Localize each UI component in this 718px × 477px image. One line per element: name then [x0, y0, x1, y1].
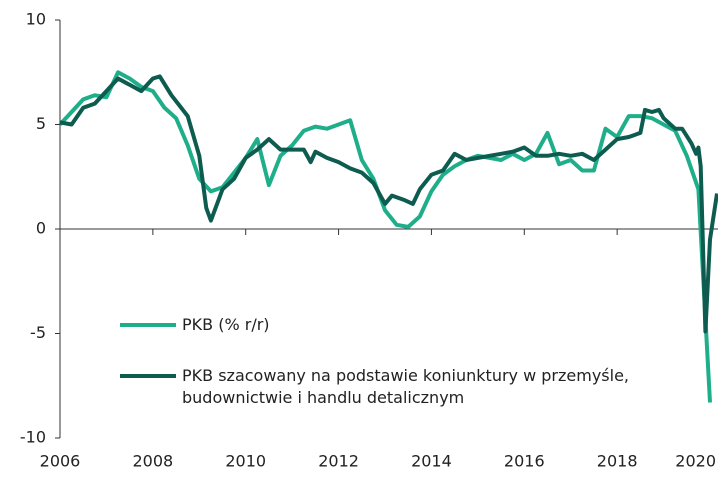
- x-tick-label: 2012: [318, 452, 359, 471]
- legend-label-line: PKB (% r/r): [182, 315, 270, 334]
- legend-label-line: budownictwie i handlu detalicznym: [182, 388, 464, 407]
- x-tick-label: 2014: [411, 452, 452, 471]
- y-tick-label: -5: [30, 323, 46, 342]
- y-tick-label: -10: [20, 428, 46, 447]
- x-tick-label: 2010: [225, 452, 266, 471]
- legend-label: PKB (% r/r): [182, 315, 270, 334]
- y-tick-label: 5: [36, 114, 46, 133]
- series-line: [59, 74, 718, 334]
- x-tick-label: 2006: [40, 452, 81, 471]
- x-tick-label: 2018: [597, 452, 638, 471]
- x-tick-label: 2020: [675, 452, 716, 471]
- legend-label: PKB szacowany na podstawie koniunktury w…: [182, 366, 629, 407]
- legend-label-line: PKB szacowany na podstawie koniunktury w…: [182, 366, 629, 385]
- x-tick-label: 2008: [132, 452, 173, 471]
- y-tick-label: 10: [26, 10, 46, 29]
- y-tick-label: 0: [36, 219, 46, 238]
- series-line: [58, 70, 712, 403]
- x-tick-label: 2016: [504, 452, 545, 471]
